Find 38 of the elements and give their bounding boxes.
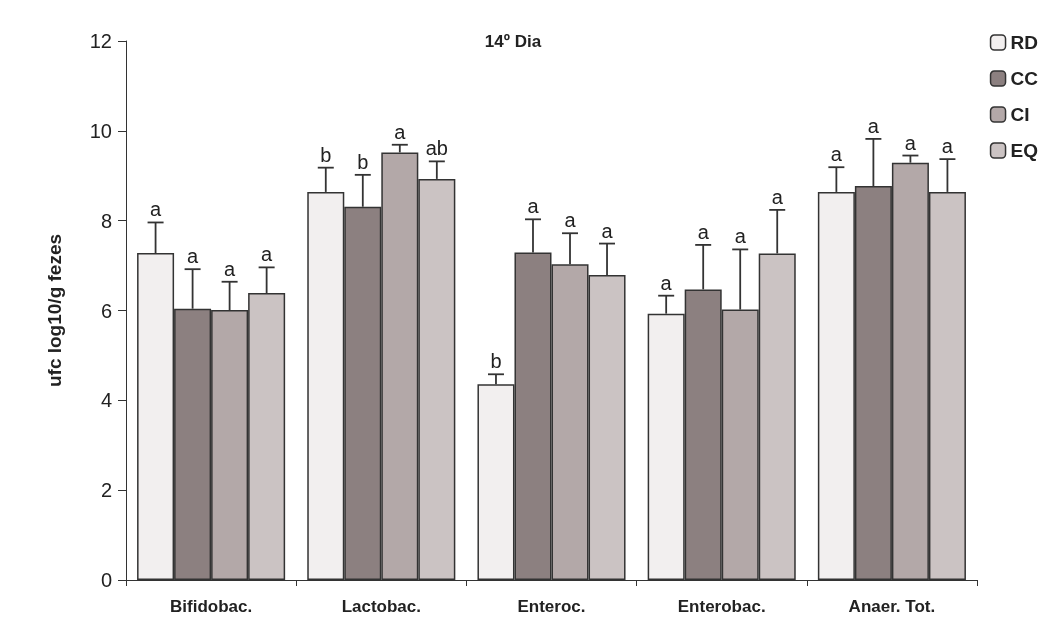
data-label: a: [601, 219, 614, 242]
x-tick-label: Bifidobac.: [170, 597, 253, 616]
data-label: a: [564, 209, 577, 232]
data-label: a: [261, 243, 274, 266]
data-label: b: [357, 150, 369, 173]
legend-label: RD: [1010, 32, 1038, 53]
y-tick-label: 0: [100, 569, 112, 591]
legend-label: EQ: [1010, 140, 1038, 161]
y-tick-label: 6: [100, 299, 112, 322]
data-label: a: [150, 198, 163, 221]
legend-label: CC: [1010, 68, 1039, 89]
y-axis-title: ufc log10/g fezes: [44, 233, 65, 388]
data-label: b: [490, 350, 502, 373]
x-tick-label: Enteroc.: [517, 597, 586, 616]
data-label: a: [734, 225, 747, 248]
data-label: a: [904, 131, 917, 154]
y-tick-label: 4: [100, 389, 112, 412]
data-label: a: [187, 245, 200, 268]
data-label: a: [771, 185, 784, 208]
data-label: ab: [425, 137, 448, 160]
data-label: a: [224, 257, 237, 280]
y-tick-label: 2: [100, 479, 112, 502]
data-label: a: [660, 271, 673, 294]
data-label: a: [941, 135, 954, 158]
x-tick-label: Lactobac.: [341, 597, 421, 616]
data-label: a: [697, 220, 710, 243]
y-tick-label: 10: [89, 119, 112, 142]
x-tick-label: Anaer. Tot.: [848, 597, 936, 616]
data-label: a: [394, 120, 407, 143]
data-label: a: [527, 195, 540, 218]
data-label: b: [320, 143, 332, 166]
data-label: a: [830, 143, 843, 166]
chart-title: 14º Dia: [484, 32, 542, 51]
legend-label: CI: [1010, 104, 1030, 125]
x-tick-label: Enterobac.: [677, 597, 766, 616]
y-tick-label: 12: [89, 30, 112, 52]
data-label: a: [867, 114, 880, 137]
y-tick-label: 8: [100, 209, 112, 232]
